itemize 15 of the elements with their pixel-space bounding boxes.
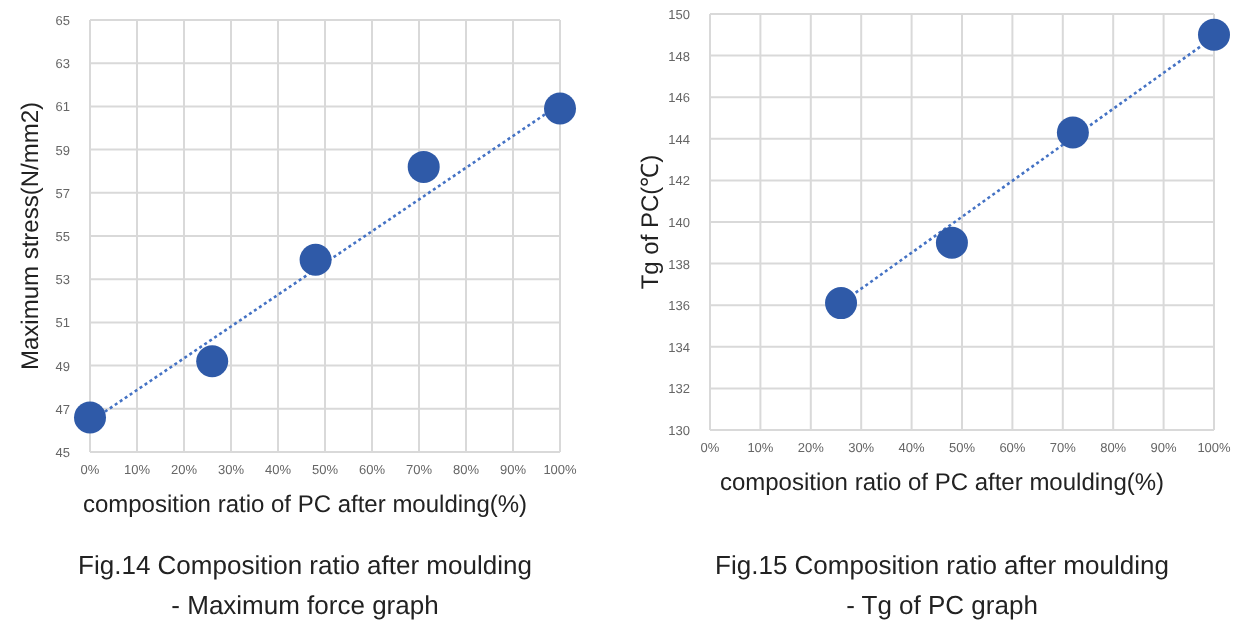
point [407,150,440,183]
point [935,226,968,259]
text: Fig.14 Composition ratio after moulding - Maximum force graph [78,550,532,620]
point [1198,18,1230,51]
point [196,345,229,378]
point [544,92,576,125]
y-axis-title: Tg of PC(℃) [636,154,664,290]
point [74,401,106,434]
y-axis-title: Maximum stress(N/mm2) [16,102,44,370]
point [299,243,332,276]
x-axis-title: composition ratio of PC after moulding(%) [719,468,1165,496]
point [825,287,858,320]
x-axis-title: composition ratio of PC after moulding(%) [82,490,528,518]
point [1056,116,1089,149]
text: Fig.15 Composition ratio after moulding - Tg of PC graph [715,550,1169,620]
